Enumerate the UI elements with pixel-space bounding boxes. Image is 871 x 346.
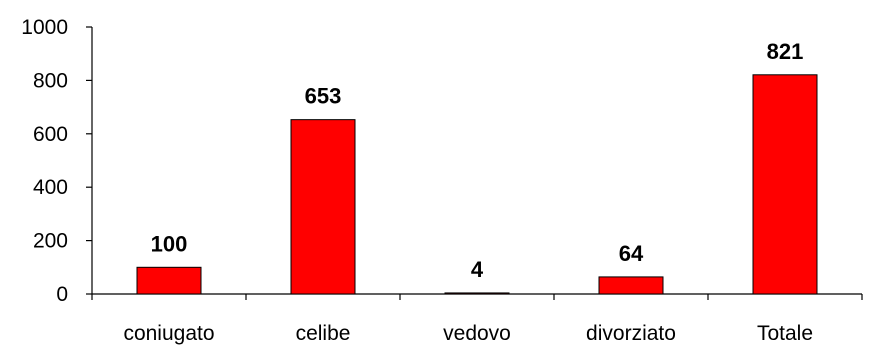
bar-totale	[752, 74, 818, 295]
x-category-label: coniugato	[123, 322, 214, 345]
data-label-coniugato: 100	[151, 231, 188, 256]
data-label-totale: 821	[767, 39, 804, 64]
y-tick-label: 0	[56, 283, 68, 306]
bar-celibe	[290, 119, 356, 295]
y-tick-label: 200	[33, 230, 68, 253]
bar-coniugato	[136, 266, 202, 295]
data-label-divorziato: 64	[619, 241, 644, 266]
x-category-label: celibe	[296, 322, 351, 345]
y-tick-label: 800	[33, 69, 68, 92]
y-tick-label: 600	[33, 123, 68, 146]
x-category-label: Totale	[757, 322, 813, 345]
data-labels: 100 653 4 64 821	[151, 39, 804, 282]
data-label-vedovo: 4	[471, 257, 484, 282]
bar-divorziato	[598, 276, 664, 295]
x-category-label: divorziato	[586, 322, 676, 345]
bars	[136, 74, 818, 295]
bar-vedovo	[444, 292, 510, 295]
x-category-label: vedovo	[443, 322, 511, 345]
y-axis: 0 200 400 600 800 1000	[21, 16, 93, 306]
x-axis: coniugato celibe vedovo divorziato Totale	[91, 293, 863, 345]
data-label-celibe: 653	[305, 84, 342, 109]
y-tick-label: 400	[33, 176, 68, 199]
y-tick-label: 1000	[21, 16, 68, 39]
